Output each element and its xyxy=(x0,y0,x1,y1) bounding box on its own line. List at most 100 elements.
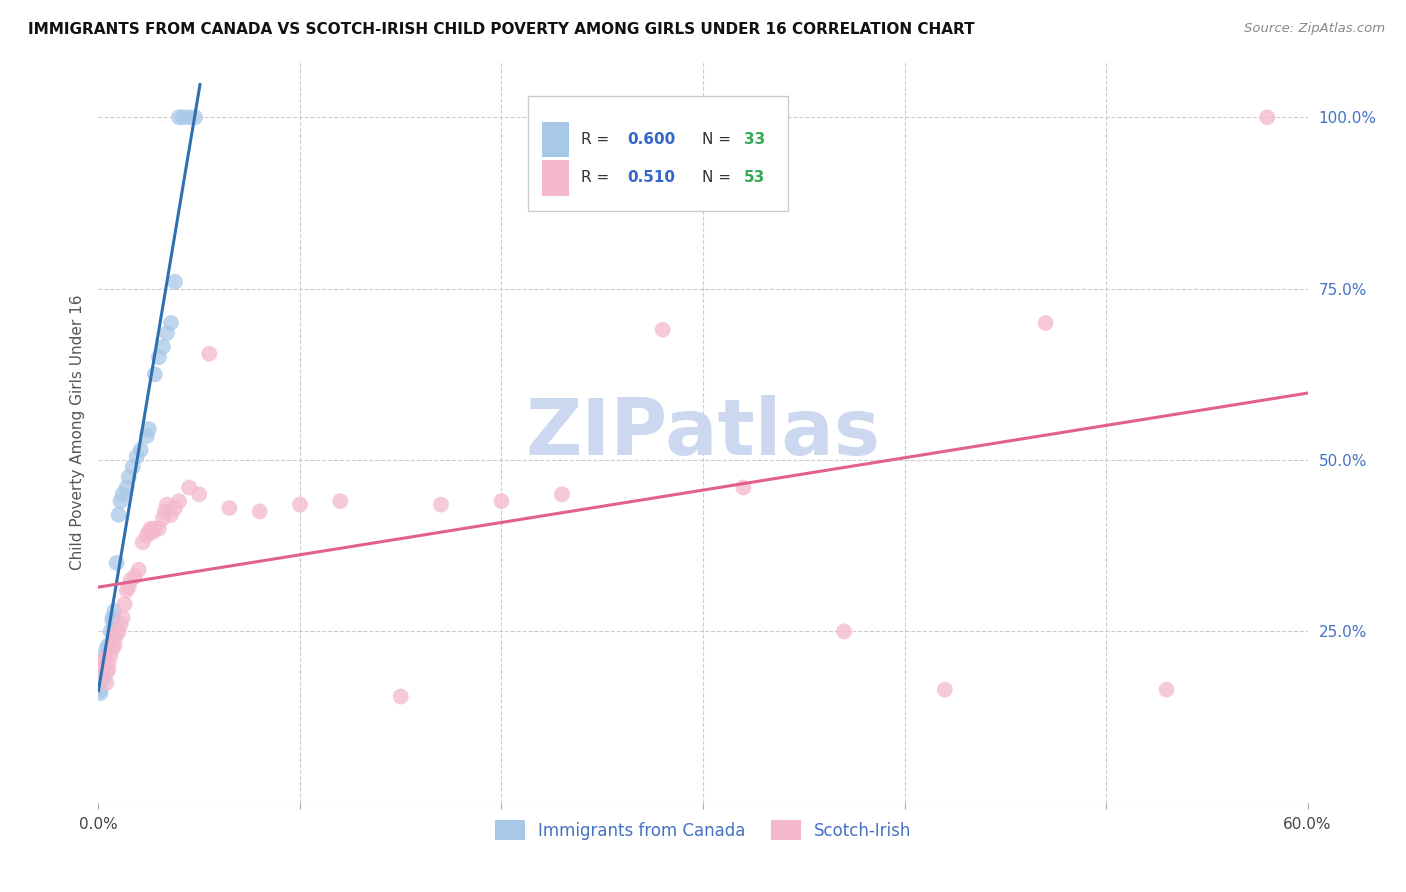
Text: 53: 53 xyxy=(744,170,765,186)
Point xyxy=(101,641,124,656)
Point xyxy=(103,632,125,646)
Text: R =: R = xyxy=(581,132,614,147)
Point xyxy=(101,614,124,628)
Point xyxy=(97,655,120,669)
Point xyxy=(107,508,129,522)
Text: 0.510: 0.510 xyxy=(627,170,675,186)
Point xyxy=(135,429,157,443)
Point xyxy=(160,316,183,330)
Point xyxy=(156,326,179,341)
Point xyxy=(148,522,170,536)
Point xyxy=(103,604,125,618)
Point xyxy=(832,624,855,639)
Point xyxy=(111,487,134,501)
Point xyxy=(91,658,114,673)
Bar xyxy=(527,95,787,211)
Point xyxy=(142,524,165,539)
Point xyxy=(188,487,211,501)
Point xyxy=(143,368,166,382)
Point xyxy=(430,498,453,512)
Point xyxy=(138,524,160,539)
Point xyxy=(115,583,138,598)
Point xyxy=(105,556,128,570)
Legend: Immigrants from Canada, Scotch-Irish: Immigrants from Canada, Scotch-Irish xyxy=(488,814,918,847)
Point xyxy=(733,480,755,494)
Point xyxy=(934,682,956,697)
Point xyxy=(148,350,170,364)
Point xyxy=(121,459,143,474)
Text: 0.600: 0.600 xyxy=(627,132,675,147)
Point xyxy=(249,504,271,518)
Point xyxy=(179,110,201,124)
Point xyxy=(93,655,115,669)
Point xyxy=(89,686,111,700)
Point xyxy=(153,504,176,518)
Point xyxy=(96,641,118,656)
Text: R =: R = xyxy=(581,170,614,186)
Text: ZIPatlas: ZIPatlas xyxy=(526,394,880,471)
Point xyxy=(152,511,174,525)
Point xyxy=(172,110,194,124)
Bar xyxy=(543,161,569,195)
Point xyxy=(125,450,148,464)
Text: IMMIGRANTS FROM CANADA VS SCOTCH-IRISH CHILD POVERTY AMONG GIRLS UNDER 16 CORREL: IMMIGRANTS FROM CANADA VS SCOTCH-IRISH C… xyxy=(28,22,974,37)
Point xyxy=(101,610,124,624)
Point xyxy=(389,690,412,704)
Point xyxy=(93,658,115,673)
Point xyxy=(96,676,118,690)
Point xyxy=(1156,682,1178,697)
Point xyxy=(156,498,179,512)
Point xyxy=(135,528,157,542)
Point xyxy=(89,682,111,697)
Y-axis label: Child Poverty Among Girls Under 16: Child Poverty Among Girls Under 16 xyxy=(69,295,84,570)
Point xyxy=(184,110,207,124)
Text: N =: N = xyxy=(702,132,735,147)
Point xyxy=(105,628,128,642)
Point xyxy=(651,323,673,337)
Point xyxy=(89,662,111,676)
Point xyxy=(551,487,574,501)
Point xyxy=(110,494,132,508)
Point xyxy=(110,617,132,632)
Point xyxy=(118,580,141,594)
Point xyxy=(91,662,114,676)
Point xyxy=(138,422,160,436)
Point xyxy=(163,501,186,516)
Point xyxy=(100,648,122,663)
Point xyxy=(91,673,114,687)
Point xyxy=(1256,110,1278,124)
Point xyxy=(107,624,129,639)
Point xyxy=(97,638,120,652)
Point xyxy=(167,494,190,508)
Point xyxy=(103,638,125,652)
Point xyxy=(179,480,201,494)
Point xyxy=(152,340,174,354)
Point xyxy=(124,569,146,583)
Point xyxy=(132,535,155,549)
Point xyxy=(491,494,513,508)
Text: N =: N = xyxy=(702,170,735,186)
Point xyxy=(139,522,162,536)
Point xyxy=(167,110,190,124)
Point xyxy=(93,648,115,663)
Point xyxy=(129,442,152,457)
Text: 33: 33 xyxy=(744,132,765,147)
Point xyxy=(198,347,221,361)
Point xyxy=(329,494,352,508)
Point xyxy=(288,498,311,512)
Bar xyxy=(543,121,569,157)
Point xyxy=(218,501,240,516)
Point xyxy=(114,597,136,611)
Point xyxy=(120,573,142,587)
Point xyxy=(143,522,166,536)
Point xyxy=(96,665,118,680)
Point xyxy=(97,662,120,676)
Point xyxy=(111,610,134,624)
Point xyxy=(163,275,186,289)
Point xyxy=(115,480,138,494)
Point xyxy=(128,563,150,577)
Point xyxy=(1035,316,1057,330)
Point xyxy=(160,508,183,522)
Text: Source: ZipAtlas.com: Source: ZipAtlas.com xyxy=(1244,22,1385,36)
Point xyxy=(118,470,141,484)
